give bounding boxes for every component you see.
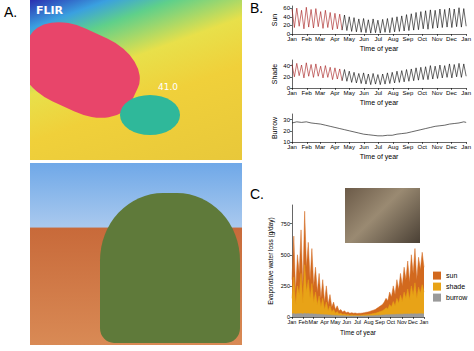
svg-text:Mar: Mar bbox=[309, 319, 319, 325]
svg-text:20: 20 bbox=[283, 128, 290, 134]
svg-text:Jan: Jan bbox=[287, 36, 297, 42]
svg-text:Shade: Shade bbox=[271, 64, 278, 84]
svg-text:Oct: Oct bbox=[418, 90, 428, 96]
svg-text:Aug: Aug bbox=[364, 319, 374, 325]
svg-text:Jul: Jul bbox=[375, 36, 383, 42]
svg-text:Apr: Apr bbox=[330, 90, 339, 96]
svg-text:Feb: Feb bbox=[302, 36, 313, 42]
svg-text:30: 30 bbox=[283, 117, 290, 123]
svg-text:40: 40 bbox=[283, 14, 290, 20]
svg-text:Nov: Nov bbox=[432, 144, 443, 150]
svg-text:Jan: Jan bbox=[461, 90, 471, 96]
svg-text:May: May bbox=[330, 319, 341, 325]
svg-text:Jul: Jul bbox=[375, 144, 383, 150]
svg-text:750: 750 bbox=[281, 221, 290, 227]
svg-text:Aug: Aug bbox=[388, 144, 399, 150]
svg-text:Jul: Jul bbox=[375, 90, 383, 96]
svg-text:0: 0 bbox=[286, 314, 290, 320]
svg-text:Apr: Apr bbox=[330, 36, 339, 42]
svg-text:May: May bbox=[344, 144, 355, 150]
svg-text:burrow: burrow bbox=[446, 294, 468, 301]
svg-text:Apr: Apr bbox=[330, 144, 339, 150]
svg-text:Time of year: Time of year bbox=[360, 153, 399, 161]
svg-text:Jan: Jan bbox=[420, 319, 429, 325]
svg-text:sun: sun bbox=[446, 272, 457, 279]
svg-text:Jan: Jan bbox=[288, 319, 297, 325]
svg-text:Jun: Jun bbox=[342, 319, 351, 325]
svg-text:Jan: Jan bbox=[287, 144, 297, 150]
svg-text:0: 0 bbox=[286, 85, 290, 91]
svg-text:Time of year: Time of year bbox=[360, 45, 399, 53]
svg-text:Mar: Mar bbox=[315, 90, 325, 96]
svg-text:Evaporative water loss (g/day): Evaporative water loss (g/day) bbox=[267, 217, 275, 304]
svg-text:500: 500 bbox=[281, 252, 290, 258]
svg-text:Sun: Sun bbox=[271, 14, 278, 27]
svg-text:Apr: Apr bbox=[320, 319, 329, 325]
svg-text:Jun: Jun bbox=[359, 90, 369, 96]
svg-text:20: 20 bbox=[283, 22, 290, 28]
svg-text:Dec: Dec bbox=[446, 36, 457, 42]
svg-text:Feb: Feb bbox=[302, 144, 313, 150]
svg-text:shade: shade bbox=[446, 283, 465, 290]
svg-text:Jun: Jun bbox=[359, 36, 369, 42]
svg-text:Sep: Sep bbox=[403, 90, 414, 96]
svg-text:Sep: Sep bbox=[375, 319, 385, 325]
svg-text:Nov: Nov bbox=[432, 90, 443, 96]
html-text:FLIR: FLIR bbox=[36, 4, 64, 17]
svg-text:Jul: Jul bbox=[354, 319, 361, 325]
svg-text:Dec: Dec bbox=[446, 144, 457, 150]
html-text:A.: A. bbox=[4, 4, 18, 20]
svg-text:Nov: Nov bbox=[397, 319, 407, 325]
html-text:41.0: 41.0 bbox=[158, 82, 178, 92]
svg-text:Feb: Feb bbox=[302, 90, 313, 96]
svg-text:Oct: Oct bbox=[418, 36, 428, 42]
svg-text:Time of year: Time of year bbox=[360, 99, 399, 107]
svg-text:May: May bbox=[344, 36, 355, 42]
svg-text:0: 0 bbox=[286, 31, 290, 37]
svg-text:May: May bbox=[344, 90, 355, 96]
svg-text:Nov: Nov bbox=[432, 36, 443, 42]
svg-text:Oct: Oct bbox=[386, 319, 395, 325]
svg-text:Time of year: Time of year bbox=[340, 329, 377, 337]
svg-text:Jan: Jan bbox=[287, 90, 297, 96]
svg-text:250: 250 bbox=[281, 283, 290, 289]
svg-text:Feb: Feb bbox=[298, 319, 307, 325]
svg-text:Burrow: Burrow bbox=[271, 116, 278, 139]
svg-text:40: 40 bbox=[283, 63, 290, 69]
svg-text:Oct: Oct bbox=[418, 144, 428, 150]
svg-text:Jan: Jan bbox=[461, 36, 471, 42]
html-text:C.: C. bbox=[250, 186, 264, 202]
svg-text:Sep: Sep bbox=[403, 36, 414, 42]
svg-text:20: 20 bbox=[283, 74, 290, 80]
html-text:B.: B. bbox=[250, 0, 264, 16]
svg-text:Jun: Jun bbox=[359, 144, 369, 150]
svg-text:Jan: Jan bbox=[461, 144, 471, 150]
svg-text:60: 60 bbox=[283, 5, 290, 11]
svg-text:Mar: Mar bbox=[315, 36, 325, 42]
svg-text:Aug: Aug bbox=[388, 36, 399, 42]
svg-text:Mar: Mar bbox=[315, 144, 325, 150]
svg-text:Aug: Aug bbox=[388, 90, 399, 96]
svg-text:10: 10 bbox=[283, 139, 290, 145]
svg-text:Sep: Sep bbox=[403, 144, 414, 150]
svg-text:Dec: Dec bbox=[408, 319, 418, 325]
svg-text:Dec: Dec bbox=[446, 90, 457, 96]
